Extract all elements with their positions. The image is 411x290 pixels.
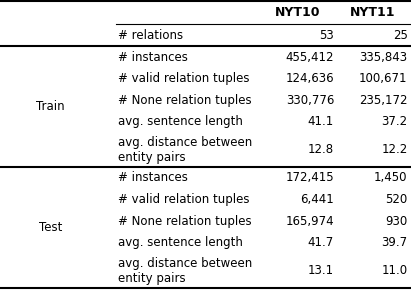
Text: Train: Train xyxy=(36,100,65,113)
Text: # valid relation tuples: # valid relation tuples xyxy=(118,72,249,85)
Text: 53: 53 xyxy=(319,29,334,42)
Text: 13.1: 13.1 xyxy=(308,264,334,277)
Text: 165,974: 165,974 xyxy=(286,215,334,228)
Text: 39.7: 39.7 xyxy=(381,236,408,249)
Text: 12.2: 12.2 xyxy=(381,144,408,157)
Text: avg. distance between
entity pairs: avg. distance between entity pairs xyxy=(118,136,252,164)
Text: 235,172: 235,172 xyxy=(359,94,408,107)
Text: 330,776: 330,776 xyxy=(286,94,334,107)
Text: # instances: # instances xyxy=(118,171,187,184)
Text: 100,671: 100,671 xyxy=(359,72,408,85)
Text: avg. sentence length: avg. sentence length xyxy=(118,115,242,128)
Text: NYT11: NYT11 xyxy=(350,6,396,19)
Text: NYT10: NYT10 xyxy=(275,6,320,19)
Text: 124,636: 124,636 xyxy=(286,72,334,85)
Text: 335,843: 335,843 xyxy=(360,51,408,64)
Text: 41.1: 41.1 xyxy=(308,115,334,128)
Text: 520: 520 xyxy=(386,193,408,206)
Text: # instances: # instances xyxy=(118,51,187,64)
Text: 11.0: 11.0 xyxy=(381,264,408,277)
Text: avg. sentence length: avg. sentence length xyxy=(118,236,242,249)
Text: # None relation tuples: # None relation tuples xyxy=(118,215,252,228)
Text: Test: Test xyxy=(39,221,62,234)
Text: 455,412: 455,412 xyxy=(286,51,334,64)
Text: 172,415: 172,415 xyxy=(286,171,334,184)
Text: avg. distance between
entity pairs: avg. distance between entity pairs xyxy=(118,257,252,285)
Text: 41.7: 41.7 xyxy=(308,236,334,249)
Text: # valid relation tuples: # valid relation tuples xyxy=(118,193,249,206)
Text: 930: 930 xyxy=(386,215,408,228)
Text: 12.8: 12.8 xyxy=(308,144,334,157)
Text: 1,450: 1,450 xyxy=(374,171,408,184)
Text: 25: 25 xyxy=(393,29,408,42)
Text: # relations: # relations xyxy=(118,29,183,42)
Text: 6,441: 6,441 xyxy=(300,193,334,206)
Text: # None relation tuples: # None relation tuples xyxy=(118,94,252,107)
Text: 37.2: 37.2 xyxy=(381,115,408,128)
